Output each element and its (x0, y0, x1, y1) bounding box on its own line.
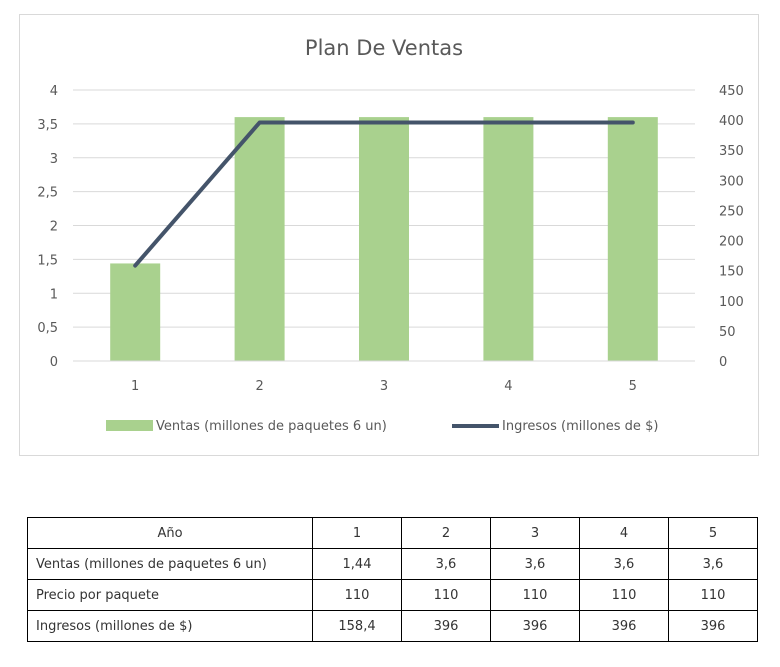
data-table: Año 1 2 3 4 5 Ventas (millones de paquet… (27, 517, 758, 642)
bar (110, 263, 161, 361)
table-cell: 110 (312, 579, 402, 611)
legend-label: Ingresos (millones de $) (502, 419, 658, 434)
bar (359, 117, 409, 361)
table-cell: 396 (490, 610, 580, 642)
y-right-tick-label: 250 (719, 204, 744, 219)
table-cell: 1,44 (312, 548, 402, 580)
table-cell: 3,6 (401, 548, 491, 580)
y-left-tick-label: 0 (50, 355, 58, 370)
chart-title: Plan De Ventas (305, 36, 463, 60)
y-left-tick-label: 3 (50, 152, 58, 167)
y-right-tick-label: 450 (719, 84, 744, 99)
chart-area: Plan De Ventas 0 0,5 1 1,5 2 2,5 3 3,5 4 0 50 100 150… (19, 14, 759, 456)
table-header-year: 5 (668, 517, 758, 549)
y-left-tick-label: 2,5 (37, 186, 58, 201)
x-tick-label: 5 (629, 379, 637, 394)
table-row-label: Ventas (millones de paquetes 6 un) (27, 548, 313, 580)
y-left-tick-label: 0,5 (37, 321, 58, 336)
x-tick-label: 2 (255, 379, 263, 394)
table-cell: 3,6 (668, 548, 758, 580)
y-left-tick-label: 3,5 (37, 118, 58, 133)
y-right-tick-label: 0 (719, 355, 727, 370)
table-header-year: 2 (401, 517, 491, 549)
table-row: Ventas (millones de paquetes 6 un) 1,44 … (27, 548, 758, 580)
table-cell: 110 (490, 579, 580, 611)
table-cell: 110 (668, 579, 758, 611)
table-header-year: 1 (312, 517, 402, 549)
y-left-tick-label: 4 (50, 84, 58, 99)
y-right-tick-label: 100 (719, 295, 744, 310)
table-row-label: Precio por paquete (27, 579, 313, 611)
y-left-tick-label: 1 (50, 287, 58, 302)
y-right-tick-label: 300 (719, 174, 744, 189)
table-cell: 110 (579, 579, 669, 611)
table-row: Ingresos (millones de $) 158,4 396 396 3… (27, 610, 758, 642)
legend-label: Ventas (millones de paquetes 6 un) (156, 419, 387, 434)
x-tick-label: 3 (380, 379, 388, 394)
table-header-row: Año 1 2 3 4 5 (27, 517, 758, 549)
bar (607, 117, 658, 361)
legend-swatch-bar (106, 420, 153, 431)
table-cell: 396 (579, 610, 669, 642)
table-cell: 3,6 (579, 548, 669, 580)
chart-svg: Plan De Ventas 0 0,5 1 1,5 2 2,5 3 3,5 4 0 50 100 150… (37, 36, 744, 434)
table-cell: 3,6 (490, 548, 580, 580)
y-right-tick-label: 50 (719, 325, 736, 340)
table-header-year: 4 (579, 517, 669, 549)
y-right-tick-label: 400 (719, 114, 744, 129)
y-right-tick-label: 350 (719, 144, 744, 159)
table-header-year: 3 (490, 517, 580, 549)
table-row-label: Ingresos (millones de $) (27, 610, 313, 642)
table-cell: 110 (401, 579, 491, 611)
y-right-tick-label: 150 (719, 265, 744, 280)
y-left-tick-label: 2 (50, 220, 58, 235)
table-cell: 396 (668, 610, 758, 642)
x-tick-label: 4 (504, 379, 512, 394)
table-row: Precio por paquete 110 110 110 110 110 (27, 579, 758, 611)
x-tick-label: 1 (131, 379, 139, 394)
y-right-tick-label: 200 (719, 235, 744, 250)
bar (234, 117, 285, 361)
table-cell: 396 (401, 610, 491, 642)
table-cell: 158,4 (312, 610, 402, 642)
y-left-tick-label: 1,5 (37, 253, 58, 268)
bar (483, 117, 534, 361)
table-header-label: Año (27, 517, 313, 549)
